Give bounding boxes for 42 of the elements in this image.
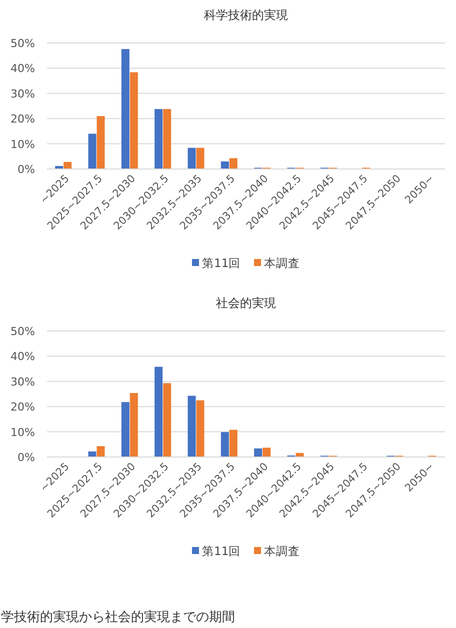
bar (196, 148, 204, 169)
bar (163, 383, 172, 457)
legend-label: 本調査 (264, 256, 300, 270)
text: 学技術的実現から社会的実現までの期間 (1, 609, 235, 625)
y-tick-label: 50% (10, 325, 35, 338)
y-tick-label: 20% (10, 112, 35, 126)
bar (188, 396, 196, 457)
legend-label: 第11回 (202, 544, 241, 558)
y-tick-label: 30% (10, 375, 35, 388)
bar (88, 451, 96, 457)
bar (154, 109, 163, 169)
legend-label: 第11回 (202, 256, 241, 270)
bar (64, 162, 72, 169)
bar (254, 448, 262, 457)
bar (220, 161, 229, 169)
bar (96, 446, 105, 457)
y-tick-label: 40% (10, 350, 35, 364)
y-tick-label: 10% (10, 426, 35, 439)
bar (229, 158, 238, 169)
bar (130, 392, 138, 457)
chart-title: 科学技術的実現 (204, 8, 288, 22)
y-tick-label: 50% (10, 37, 35, 50)
bar (163, 109, 172, 169)
y-tick-label: 20% (10, 400, 35, 414)
bar (121, 402, 130, 457)
bar (196, 400, 204, 457)
bar (154, 366, 163, 457)
y-tick-label: 30% (10, 87, 35, 100)
bar (96, 116, 105, 169)
bar (121, 49, 130, 169)
bar (88, 134, 96, 169)
bar (130, 72, 138, 169)
y-tick-label: 10% (10, 138, 35, 151)
y-tick-label: 40% (10, 62, 35, 76)
bar (220, 432, 229, 457)
bar (229, 430, 238, 457)
bar (188, 148, 196, 169)
chart-title: 社会的実現 (216, 296, 276, 310)
bar (262, 448, 271, 457)
legend-label: 本調査 (264, 544, 300, 558)
y-tick-label: 0% (18, 451, 35, 464)
y-tick-label: 0% (18, 163, 35, 176)
